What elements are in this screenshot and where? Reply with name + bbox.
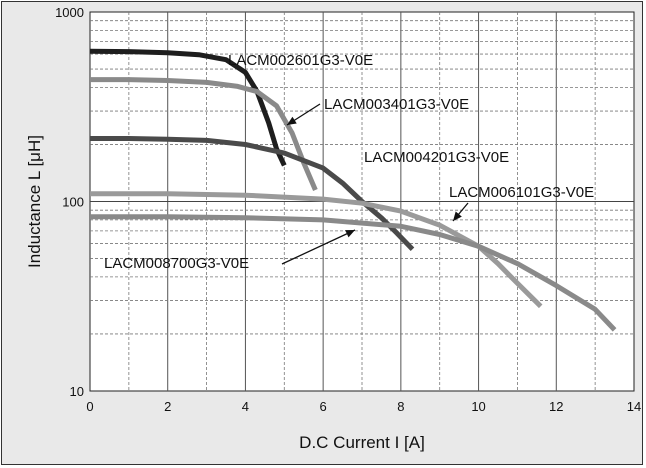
series-line-LACM004201G3-V0E <box>90 136 415 251</box>
arrow-head <box>453 211 462 221</box>
x-tick-labels: 0 2 4 6 8 10 12 14 <box>86 399 641 414</box>
y-tick-labels: 10 100 1000 <box>55 5 84 399</box>
series-line-LACM003401G3-V0E <box>90 77 318 191</box>
series-lines <box>89 48 617 332</box>
y-tick-label: 1000 <box>55 5 84 20</box>
x-tick-label: 2 <box>164 399 171 414</box>
series-label: LACM006101G3-V0E <box>449 184 594 201</box>
arrow-head <box>345 230 355 238</box>
x-tick-label: 4 <box>242 399 249 414</box>
series-label: LACM003401G3-V0E <box>324 96 469 113</box>
x-tick-label: 0 <box>86 399 93 414</box>
series-label: LACM008700G3-V0E <box>104 255 249 272</box>
series-line-LACM002601G3-V0E <box>89 48 287 167</box>
leader-line <box>281 229 356 265</box>
y-axis-title: Inductance L [μH] <box>25 135 44 268</box>
series-label: LACM004201G3-V0E <box>364 149 509 166</box>
x-tick-label: 6 <box>320 399 327 414</box>
x-tick-label: 10 <box>471 399 485 414</box>
arrow-head <box>287 116 297 125</box>
series-line-LACM008700G3-V0E <box>90 214 617 332</box>
y-tick-label: 100 <box>62 195 84 210</box>
x-tick-label: 14 <box>627 399 641 414</box>
series-line-LACM006101G3-V0E <box>90 191 543 309</box>
x-axis-title: D.C Current I [A] <box>299 433 425 452</box>
series-label: LACM002601G3-V0E <box>228 52 373 69</box>
y-tick-label: 10 <box>70 384 84 399</box>
x-tick-label: 8 <box>397 399 404 414</box>
x-tick-label: 12 <box>549 399 563 414</box>
series-labels: LACM002601G3-V0E LACM003401G3-V0E LACM0042… <box>104 52 594 272</box>
leader-lines <box>281 103 469 265</box>
